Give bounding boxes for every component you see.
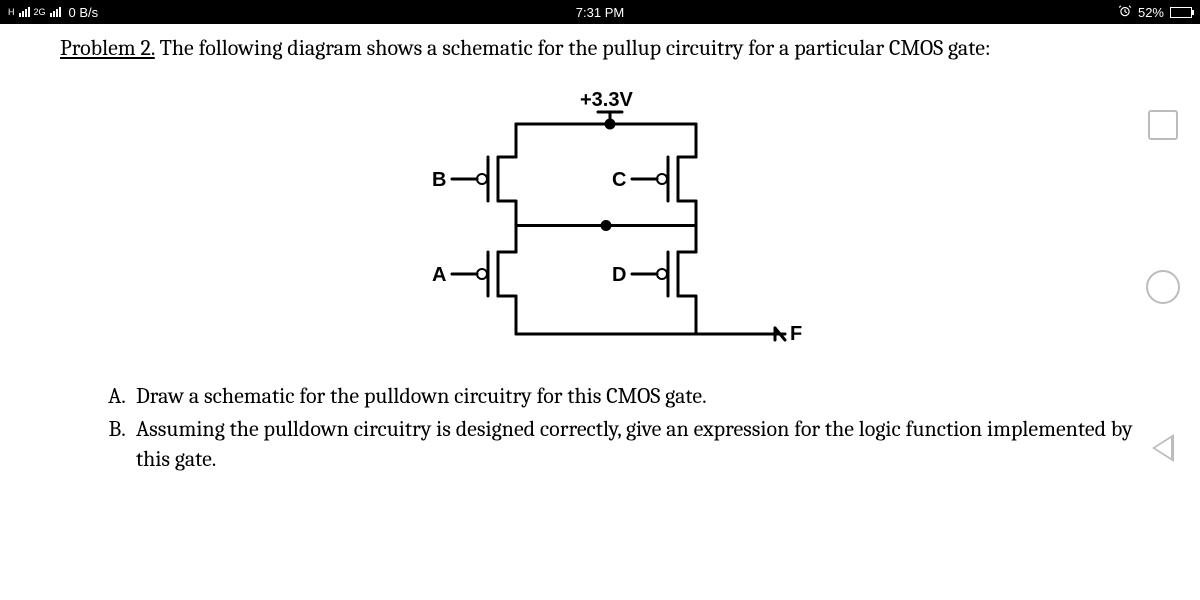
network-type-label: 2G — [34, 7, 46, 17]
problem-statement: Problem 2. The following diagram shows a… — [60, 34, 1140, 64]
home-button[interactable] — [1146, 270, 1180, 304]
audio-indicator-icon: H — [8, 7, 15, 17]
svg-text:D: D — [612, 264, 626, 286]
status-bar: H 2G 0 B/s 7:31 PM 52% — [0, 0, 1200, 24]
problem-label: Problem 2. — [60, 35, 155, 61]
battery-icon — [1170, 7, 1192, 18]
svg-text:F: F — [790, 323, 802, 345]
svg-text:B: B — [432, 169, 446, 191]
document-content: Problem 2. The following diagram shows a… — [0, 24, 1200, 475]
svg-text:+3.3V: +3.3V — [580, 89, 633, 111]
question-list: Draw a schematic for the pulldown circui… — [60, 382, 1140, 475]
alarm-icon — [1118, 4, 1132, 21]
question-a: Draw a schematic for the pulldown circui… — [130, 382, 1140, 412]
status-left: H 2G 0 B/s — [8, 5, 98, 20]
svg-text:A: A — [432, 264, 446, 286]
question-b: Assuming the pulldown circuitry is desig… — [130, 415, 1140, 474]
clock-label: 7:31 PM — [576, 5, 624, 20]
signal-bars-2-icon — [50, 7, 61, 17]
signal-bars-icon — [19, 7, 30, 17]
recent-apps-button[interactable] — [1148, 110, 1178, 140]
battery-percent-label: 52% — [1138, 5, 1164, 20]
cmos-pullup-schematic: +3.3V B A C D F — [380, 84, 820, 364]
svg-text:C: C — [612, 169, 626, 191]
system-nav-buttons — [1146, 110, 1180, 462]
status-right: 52% — [1118, 4, 1192, 21]
back-button[interactable] — [1152, 434, 1174, 462]
data-rate-label: 0 B/s — [69, 5, 99, 20]
schematic-figure: +3.3V B A C D F — [60, 84, 1140, 364]
problem-intro-text: The following diagram shows a schematic … — [155, 35, 991, 61]
